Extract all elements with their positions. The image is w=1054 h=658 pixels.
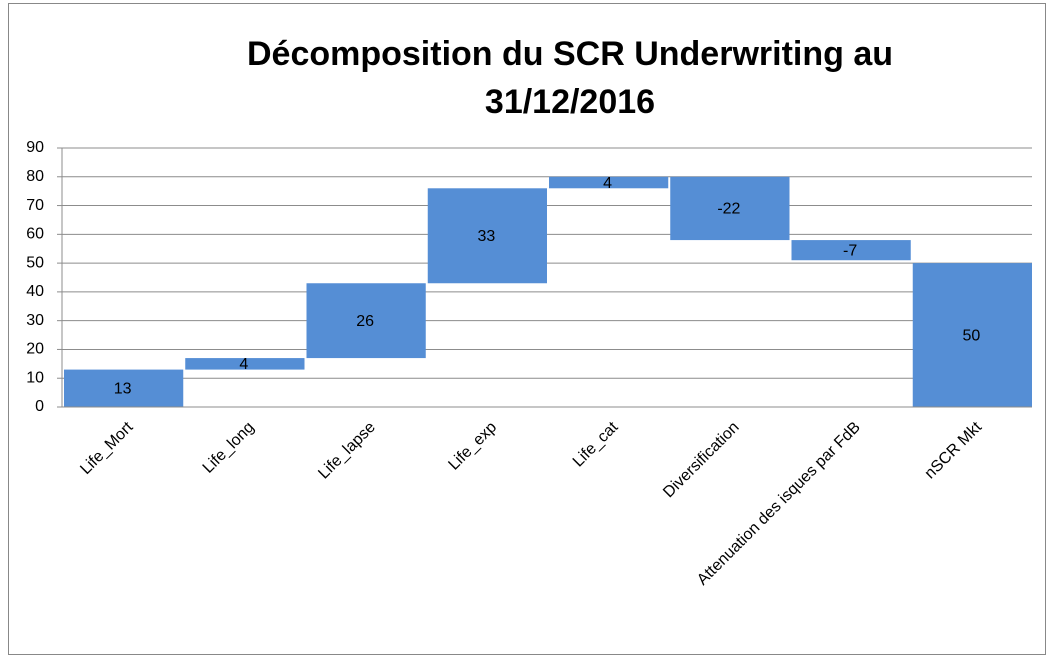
- chart-title: Décomposition du SCR Underwriting au 31/…: [246, 35, 894, 121]
- x-tick-label: Diversification: [660, 419, 742, 501]
- x-tick-label: Life_long: [200, 419, 258, 477]
- y-tick-label: 30: [26, 312, 44, 329]
- chart-border: [8, 3, 1046, 655]
- data-label: 13: [114, 381, 132, 398]
- bar: [306, 283, 426, 359]
- bar: [791, 240, 911, 261]
- x-tick-label: Life_cat: [570, 418, 622, 470]
- data-label: 4: [239, 356, 248, 373]
- y-tick-label: 70: [26, 197, 44, 214]
- data-label: 4: [603, 175, 612, 192]
- data-label: 50: [962, 327, 980, 344]
- bar: [185, 358, 305, 370]
- y-tick-label: 0: [35, 398, 44, 415]
- bar: [912, 263, 1032, 407]
- y-tick-label: 20: [26, 341, 44, 358]
- bar: [670, 176, 790, 241]
- x-tick-label: Life_lapse: [315, 419, 379, 483]
- data-label: 33: [477, 228, 495, 245]
- bar: [549, 176, 669, 189]
- y-tick-label: 80: [26, 168, 44, 185]
- y-tick-label: 10: [26, 369, 44, 386]
- data-label: 26: [356, 313, 374, 330]
- data-label: -7: [843, 242, 857, 259]
- y-tick-label: 60: [26, 226, 44, 243]
- data-label: -22: [717, 201, 740, 218]
- y-tick-label: 90: [26, 139, 44, 156]
- bar: [64, 369, 184, 407]
- y-tick-label: 50: [26, 254, 44, 271]
- bar: [427, 188, 547, 284]
- y-tick-label: 40: [26, 283, 44, 300]
- x-tick-label: Life_exp: [445, 419, 500, 474]
- x-tick-label: Life_Mort: [77, 418, 137, 478]
- x-tick-label: nSCR Mkt: [922, 418, 986, 482]
